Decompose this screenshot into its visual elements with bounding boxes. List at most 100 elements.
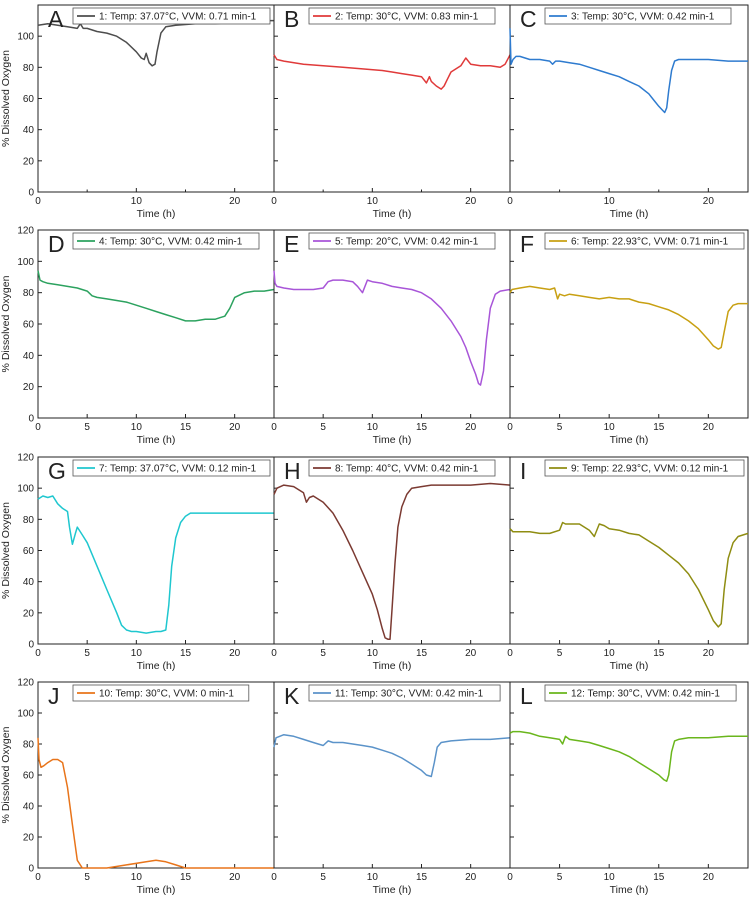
legend-box [308, 684, 501, 702]
y-tick-label: 0 [28, 414, 34, 425]
panel-letter: B [284, 6, 299, 32]
plot-frame [37, 456, 275, 645]
series-line [273, 54, 511, 90]
y-tick-label: 40 [23, 351, 35, 362]
legend-box [544, 7, 732, 25]
x-tick-label: 5 [557, 872, 563, 883]
x-tick-label: 0 [35, 648, 41, 659]
y-tick-label: 60 [23, 320, 35, 331]
y-tick-label: 80 [23, 63, 35, 74]
x-tick-label: 0 [507, 648, 513, 659]
legend-box [72, 684, 250, 702]
legend-box [72, 232, 260, 250]
panel-A: 0 10 20 0 20 40 60 80 100 % Dissolved Oxygen Time … [0, 4, 275, 220]
y-tick-label: 60 [23, 546, 35, 557]
panel-B: 0 10 20 Time (h) B 2: Temp: 30°C, VVM: 0.83 m… [271, 4, 511, 220]
panel-letter: G [48, 458, 66, 484]
y-tick-label: 100 [17, 257, 34, 268]
x-tick-label: 20 [703, 422, 715, 433]
panel-letter: E [284, 231, 299, 257]
y-tick-label: 120 [17, 226, 34, 237]
panel-D: 0 5 10 15 20 0 20 40 60 80 100 120 % Dissolved Oxyge… [0, 226, 275, 446]
legend-label: 11: Temp: 30°C, VVM: 0.42 min-1 [335, 689, 484, 700]
x-tick-label: 10 [604, 196, 616, 207]
y-tick-label: 80 [23, 288, 35, 299]
legend-box [308, 232, 496, 250]
x-tick-label: 15 [180, 422, 192, 433]
y-tick-label: 60 [23, 771, 35, 782]
legend-label: 3: Temp: 30°C, VVM: 0.42 min-1 [571, 12, 715, 23]
y-tick-label: 100 [17, 32, 34, 43]
x-tick-label: 20 [229, 872, 241, 883]
x-axis-title: Time (h) [373, 660, 412, 672]
x-tick-label: 15 [416, 872, 428, 883]
x-axis-title: Time (h) [373, 434, 412, 446]
panel-letter: J [48, 683, 60, 709]
x-axis-title: Time (h) [610, 660, 649, 672]
legend-box [308, 7, 496, 25]
x-tick-label: 5 [557, 648, 563, 659]
legend-label: 12: Temp: 30°C, VVM: 0.42 min-1 [571, 689, 720, 700]
x-tick-label: 0 [271, 196, 277, 207]
plot-frame [273, 229, 511, 419]
panel-I: 0 5 10 15 20 Time (h) I 9: Temp: 22.93°C, VVM: … [507, 456, 749, 672]
plot-frame [37, 4, 275, 193]
panel-letter: H [284, 458, 301, 484]
panel-letter: C [520, 6, 537, 32]
legend-label: 5: Temp: 20°C, VVM: 0.42 min-1 [335, 237, 479, 248]
panel-J: 0 5 10 15 20 0 20 40 60 80 100 120 % Dissolved Oxyge… [0, 678, 275, 896]
x-axis-title: Time (h) [610, 884, 649, 896]
x-tick-label: 20 [229, 648, 241, 659]
x-tick-label: 10 [604, 648, 616, 659]
series-line [37, 495, 274, 634]
legend-label: 2: Temp: 30°C, VVM: 0.83 min-1 [335, 12, 479, 23]
x-tick-label: 5 [320, 648, 326, 659]
x-tick-label: 15 [653, 422, 665, 433]
legend-label: 4: Temp: 30°C, VVM: 0.42 min-1 [99, 237, 243, 248]
x-tick-label: 10 [367, 196, 379, 207]
x-tick-label: 10 [604, 422, 616, 433]
x-axis-title: Time (h) [137, 208, 176, 220]
plot-frame [509, 4, 749, 193]
x-tick-label: 5 [557, 422, 563, 433]
panel-H: 0 5 10 15 20 Time (h) H 8: Temp: 40°C, VVM: 0.4… [271, 456, 511, 672]
x-tick-label: 0 [35, 422, 41, 433]
x-tick-label: 0 [507, 196, 513, 207]
x-tick-label: 20 [229, 422, 241, 433]
series-line [509, 730, 748, 782]
x-tick-label: 0 [271, 648, 277, 659]
panel-letter: I [520, 458, 526, 484]
panel-letter: F [520, 231, 534, 257]
x-tick-label: 10 [367, 422, 379, 433]
y-tick-label: 100 [17, 709, 34, 720]
x-tick-label: 5 [84, 872, 90, 883]
legend-box [72, 7, 271, 25]
panel-letter: L [520, 683, 533, 709]
x-tick-label: 0 [35, 872, 41, 883]
y-tick-label: 60 [23, 94, 35, 105]
y-tick-label: 80 [23, 515, 35, 526]
x-axis-title: Time (h) [373, 208, 412, 220]
x-axis-title: Time (h) [137, 660, 176, 672]
series-line [273, 482, 511, 641]
plot-frame [509, 456, 749, 645]
x-axis-title: Time (h) [137, 434, 176, 446]
y-axis-title: % Dissolved Oxygen [0, 50, 12, 147]
panel-C: 0 10 20 Time (h) C 3: Temp: 30°C, VVM: 0.42 m… [507, 4, 749, 220]
y-tick-label: 0 [28, 640, 34, 651]
y-tick-label: 0 [28, 188, 34, 199]
y-tick-label: 120 [17, 453, 34, 464]
y-tick-label: 20 [23, 833, 35, 844]
x-axis-title: Time (h) [137, 884, 176, 896]
y-tick-label: 120 [17, 678, 34, 689]
panel-letter: D [48, 231, 65, 257]
plot-frame [273, 681, 511, 869]
x-tick-label: 20 [703, 648, 715, 659]
x-tick-label: 20 [465, 422, 477, 433]
x-tick-label: 15 [180, 648, 192, 659]
x-tick-label: 20 [703, 872, 715, 883]
panel-E: 0 5 10 15 20 Time (h) E 5: Temp: 20°C, VVM: 0.4… [271, 229, 511, 446]
plot-frame [37, 229, 275, 419]
y-tick-label: 20 [23, 608, 35, 619]
